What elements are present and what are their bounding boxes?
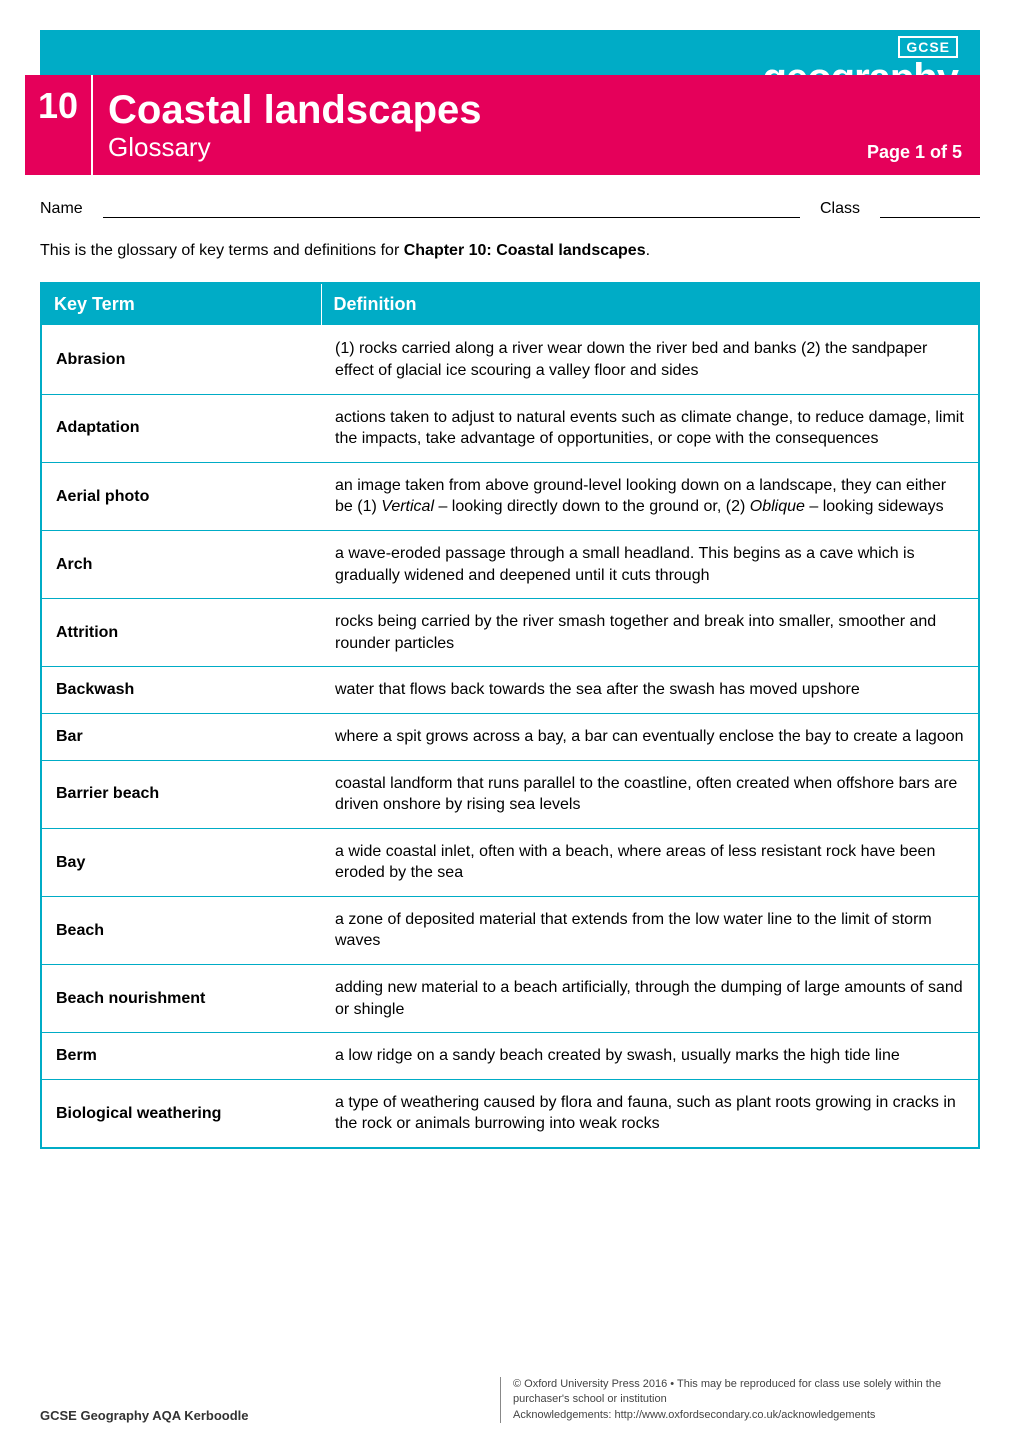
table-row: Backwashwater that flows back towards th… [41, 667, 979, 714]
term-cell: Backwash [41, 667, 321, 714]
definition-cell: where a spit grows across a bay, a bar c… [321, 713, 979, 760]
term-cell: Abrasion [41, 326, 321, 394]
definition-cell: coastal landform that runs parallel to t… [321, 760, 979, 828]
term-cell: Beach nourishment [41, 965, 321, 1033]
glossary-table: Key Term Definition Abrasion(1) rocks ca… [40, 282, 980, 1149]
table-row: Aerial photoan image taken from above gr… [41, 462, 979, 530]
intro-bold: Chapter 10: Coastal landscapes [404, 242, 646, 259]
term-cell: Berm [41, 1033, 321, 1080]
table-row: Abrasion(1) rocks carried along a river … [41, 326, 979, 394]
page: GCSE geography AQA 10 Coastal landscapes… [0, 0, 1020, 1443]
logo-gcse: GCSE [898, 36, 958, 58]
footer-right-line1: © Oxford University Press 2016 • This ma… [513, 1377, 980, 1408]
footer-right-line2: Acknowledgements: http://www.oxfordsecon… [513, 1408, 980, 1423]
intro-prefix: This is the glossary of key terms and de… [40, 242, 404, 259]
class-input-line[interactable] [880, 200, 980, 218]
definition-cell: actions taken to adjust to natural event… [321, 394, 979, 462]
class-label: Class [820, 200, 860, 218]
table-row: Barrier beachcoastal landform that runs … [41, 760, 979, 828]
definition-cell: a type of weathering caused by flora and… [321, 1079, 979, 1148]
name-class-row: Name Class [40, 200, 980, 218]
footer-right: © Oxford University Press 2016 • This ma… [500, 1377, 980, 1423]
definition-cell: adding new material to a beach artificia… [321, 965, 979, 1033]
chapter-number-box: 10 [25, 75, 93, 175]
term-cell: Barrier beach [41, 760, 321, 828]
definition-cell: a zone of deposited material that extend… [321, 896, 979, 964]
page-title: Coastal landscapes [108, 88, 980, 132]
table-row: Berma low ridge on a sandy beach created… [41, 1033, 979, 1080]
table-row: Barwhere a spit grows across a bay, a ba… [41, 713, 979, 760]
term-cell: Beach [41, 896, 321, 964]
footer-left: GCSE Geography AQA Kerboodle [40, 1408, 249, 1423]
name-input-line[interactable] [103, 200, 800, 218]
definition-cell: a wide coastal inlet, often with a beach… [321, 828, 979, 896]
term-cell: Adaptation [41, 394, 321, 462]
table-row: Beach nourishmentadding new material to … [41, 965, 979, 1033]
table-row: Adaptationactions taken to adjust to nat… [41, 394, 979, 462]
table-header-def: Definition [321, 283, 979, 326]
table-row: Biological weatheringa type of weatherin… [41, 1079, 979, 1148]
definition-cell: water that flows back towards the sea af… [321, 667, 979, 714]
title-band: 10 Coastal landscapes Glossary Page 1 of… [25, 75, 980, 175]
definition-cell: a low ridge on a sandy beach created by … [321, 1033, 979, 1080]
table-row: Archa wave-eroded passage through a smal… [41, 530, 979, 598]
page-footer: GCSE Geography AQA Kerboodle © Oxford Un… [40, 1377, 980, 1423]
chapter-number: 10 [38, 85, 78, 127]
table-row: Attritionrocks being carried by the rive… [41, 599, 979, 667]
definition-cell: an image taken from above ground-level l… [321, 462, 979, 530]
page-subtitle: Glossary [108, 132, 980, 163]
intro-suffix: . [646, 242, 650, 259]
intro-text: This is the glossary of key terms and de… [40, 240, 980, 262]
header-band: GCSE geography AQA 10 Coastal landscapes… [40, 30, 980, 170]
term-cell: Aerial photo [41, 462, 321, 530]
table-header-term: Key Term [41, 283, 321, 326]
term-cell: Arch [41, 530, 321, 598]
page-indicator: Page 1 of 5 [867, 142, 962, 163]
term-cell: Biological weathering [41, 1079, 321, 1148]
table-row: Baya wide coastal inlet, often with a be… [41, 828, 979, 896]
term-cell: Attrition [41, 599, 321, 667]
term-cell: Bar [41, 713, 321, 760]
table-row: Beacha zone of deposited material that e… [41, 896, 979, 964]
title-text: Coastal landscapes Glossary [93, 75, 980, 175]
name-label: Name [40, 200, 83, 218]
term-cell: Bay [41, 828, 321, 896]
definition-cell: rocks being carried by the river smash t… [321, 599, 979, 667]
definition-cell: a wave-eroded passage through a small he… [321, 530, 979, 598]
definition-cell: (1) rocks carried along a river wear dow… [321, 326, 979, 394]
